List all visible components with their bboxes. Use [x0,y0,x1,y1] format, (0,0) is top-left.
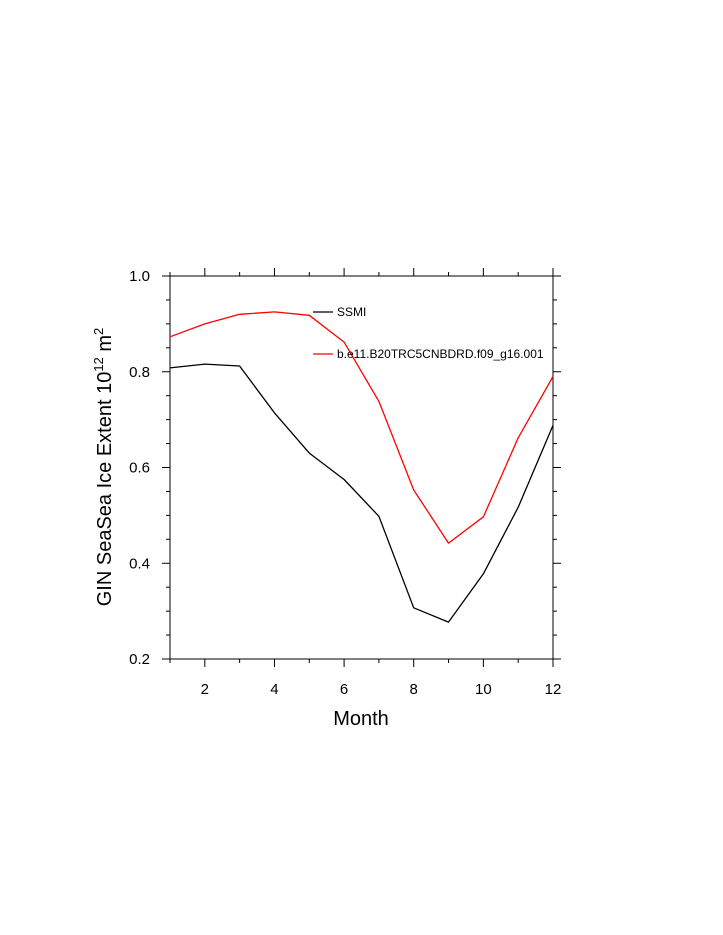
y-tick-label: 0.8 [129,364,150,381]
plot-frame [169,275,554,660]
legend-label-0: SSMI [337,305,366,319]
series-line-0 [169,363,554,623]
y-axis-label-unit: m [94,335,116,357]
series-layer [169,311,554,623]
y-tick-label: 0.2 [129,651,150,668]
x-tick-label: 2 [201,681,209,698]
y-tick-label: 1.0 [129,268,150,285]
x-tick-label: 4 [270,681,278,698]
y-axis-label-exponent: 12 [91,357,106,371]
x-tick-label: 8 [410,681,418,698]
x-axis-label: Month [333,708,389,730]
y-axis-label: GIN SeaSea Ice Extent 1012 m2 [91,328,116,607]
x-tick-label: 6 [340,681,348,698]
legend: SSMI b.e11.B20TRC5CNBDRD.f09_g16.001 [313,305,544,361]
series-line-1 [169,311,554,544]
y-tick-label: 0.4 [129,555,150,572]
legend-label-1: b.e11.B20TRC5CNBDRD.f09_g16.001 [337,347,544,361]
x-tick-label: 12 [545,681,562,698]
x-tick-label: 10 [475,681,492,698]
y-tick-label: 0.6 [129,460,150,477]
axes: 2 4 6 8 10 12 0.2 0.4 0.6 0.8 1.0 [129,268,561,698]
y-axis-label-unit-exponent: 2 [91,328,106,335]
y-axis-label-base: GIN SeaSea Ice Extent 10 [94,372,116,607]
